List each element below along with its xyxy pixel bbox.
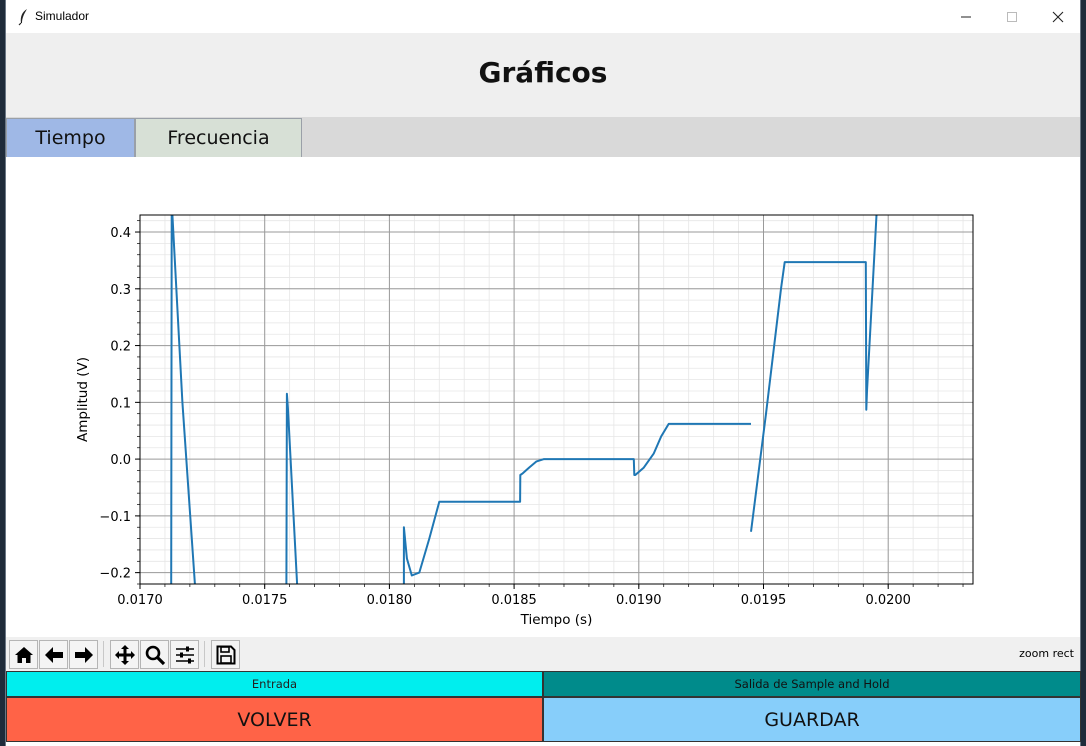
y-tick-label: 0.3 bbox=[110, 283, 131, 298]
back-arrow-icon bbox=[44, 646, 63, 663]
guardar-button[interactable]: GUARDAR bbox=[543, 697, 1081, 742]
y-tick-label: 0.2 bbox=[110, 340, 131, 355]
heading-band: Gráficos bbox=[6, 33, 1080, 117]
close-button[interactable] bbox=[1035, 0, 1081, 33]
app-window: Simulador Gráficos Tiempo Frecuencia 0.0… bbox=[5, 0, 1081, 746]
save-button[interactable] bbox=[211, 640, 240, 669]
x-tick-label: 0.0175 bbox=[242, 593, 288, 608]
title-bar[interactable]: Simulador bbox=[6, 0, 1080, 33]
toolbar-separator bbox=[204, 641, 205, 667]
y-tick-label: 0.1 bbox=[110, 396, 131, 411]
back-button[interactable] bbox=[39, 640, 68, 669]
minimize-button[interactable] bbox=[943, 0, 989, 33]
configure-subplots-icon bbox=[175, 646, 194, 663]
y-tick-label: 0.0 bbox=[110, 453, 131, 468]
legend-entrada[interactable]: Entrada bbox=[6, 671, 543, 697]
minimize-icon bbox=[961, 16, 971, 17]
tab-tiempo[interactable]: Tiempo bbox=[6, 118, 135, 157]
y-tick-label: −0.2 bbox=[99, 567, 131, 582]
legend-salida-sample-hold[interactable]: Salida de Sample and Hold bbox=[543, 671, 1081, 697]
close-icon bbox=[1052, 11, 1064, 22]
tab-bar: Tiempo Frecuencia bbox=[6, 117, 1080, 157]
volver-button[interactable]: VOLVER bbox=[6, 697, 543, 742]
y-tick-label: −0.1 bbox=[99, 510, 131, 525]
y-tick-label: 0.4 bbox=[110, 226, 131, 241]
x-tick-label: 0.0185 bbox=[491, 593, 537, 608]
home-icon bbox=[14, 646, 33, 663]
plot-toolbar: zoom rect bbox=[6, 637, 1080, 671]
toolbar-status: zoom rect bbox=[1019, 647, 1074, 660]
home-button[interactable] bbox=[9, 640, 38, 669]
maximize-button[interactable] bbox=[989, 0, 1035, 33]
x-tick-label: 0.0170 bbox=[117, 593, 163, 608]
x-axis-label: Tiempo (s) bbox=[520, 612, 593, 628]
x-tick-label: 0.0180 bbox=[367, 593, 413, 608]
time-chart[interactable]: 0.0170 0.0175 0.0180 0.0185 0.0190 0.0195 0.02… bbox=[6, 157, 1080, 637]
zoom-icon bbox=[145, 645, 165, 665]
toolbar-separator bbox=[103, 641, 104, 667]
configure-subplots-button[interactable] bbox=[170, 640, 199, 669]
zoom-button[interactable] bbox=[140, 640, 169, 669]
plot-canvas[interactable]: 0.0170 0.0175 0.0180 0.0185 0.0190 0.0195 0.02… bbox=[6, 157, 1080, 637]
series-line-0 bbox=[170, 215, 878, 584]
y-axis-label: Amplitud (V) bbox=[75, 357, 91, 442]
plot-frame bbox=[139, 214, 974, 585]
save-icon bbox=[216, 645, 235, 664]
forward-arrow-icon bbox=[74, 646, 93, 663]
forward-button[interactable] bbox=[69, 640, 98, 669]
tab-frecuencia[interactable]: Frecuencia bbox=[135, 118, 302, 157]
x-tick-label: 0.0195 bbox=[741, 593, 787, 608]
pan-button[interactable] bbox=[110, 640, 139, 669]
maximize-icon bbox=[1007, 11, 1017, 22]
window-title: Simulador bbox=[35, 9, 90, 23]
pan-icon bbox=[114, 644, 135, 665]
x-tick-label: 0.0200 bbox=[865, 593, 911, 608]
x-tick-label: 0.0190 bbox=[616, 593, 662, 608]
page-title: Gráficos bbox=[478, 56, 608, 89]
feather-icon bbox=[18, 9, 27, 26]
